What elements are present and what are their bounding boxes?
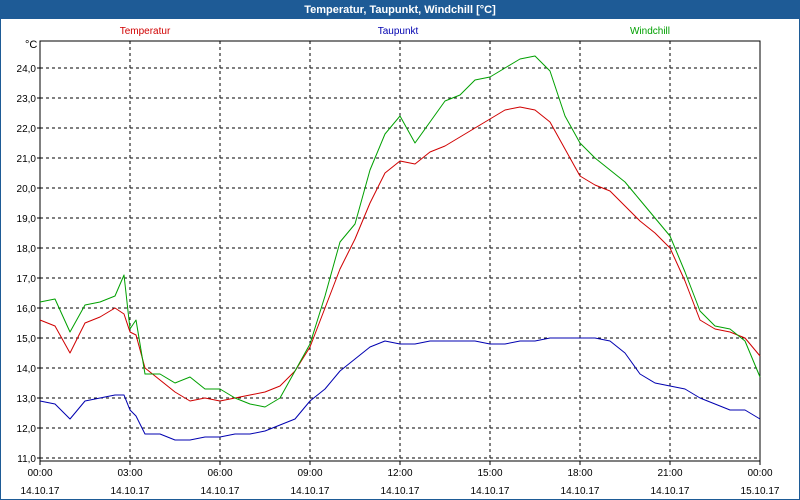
x-tick-time-label: 03:00 [117, 468, 142, 479]
y-tick-label: 13,0 [17, 394, 37, 405]
x-axis-ticks: 00:00 14.10.17 03:00 14.10.17 06:00 14.10.17 0… [21, 461, 780, 497]
y-tick-label: 20,0 [17, 184, 37, 195]
x-tick-time-label: 00:00 [27, 468, 52, 479]
series-line-taupunkt [39, 337, 761, 441]
y-tick-label: 23,0 [17, 94, 37, 105]
x-tick-time-label: 09:00 [297, 468, 322, 479]
y-tick-label: 19,0 [17, 214, 37, 225]
x-tick-date-label: 14.10.17 [381, 486, 420, 497]
series-lines [39, 55, 761, 441]
grid-lines [40, 41, 760, 461]
x-tick-date-label: 14.10.17 [201, 486, 240, 497]
x-tick-time-label: 00:00 [747, 468, 772, 479]
y-tick-label: 24,0 [17, 64, 37, 75]
window-title: Temperatur, Taupunkt, Windchill [°C] [1, 1, 799, 19]
x-tick-time-label: 18:00 [567, 468, 592, 479]
y-tick-label: 18,0 [17, 244, 37, 255]
y-axis-ticks: 11,0 12,0 13,0 14,0 15,0 16,0 17,0 18,0 19,0 20,0… [17, 64, 40, 465]
series-line-windchill [39, 55, 761, 408]
x-tick-date-label: 14.10.17 [291, 486, 330, 497]
legend: Temperatur Taupunkt Windchill [120, 26, 670, 37]
legend-entry-windchill: Windchill [630, 26, 670, 37]
legend-entry-taupunkt: Taupunkt [378, 26, 419, 37]
line-chart: 11,0 12,0 13,0 14,0 15,0 16,0 17,0 18,0 19,0 20,0… [17, 26, 780, 497]
y-tick-label: 16,0 [17, 304, 37, 315]
x-tick-time-label: 06:00 [207, 468, 232, 479]
x-tick-date-label: 14.10.17 [651, 486, 690, 497]
x-tick-date-label: 14.10.17 [111, 486, 150, 497]
y-tick-label: 14,0 [17, 364, 37, 375]
x-tick-time-label: 21:00 [657, 468, 682, 479]
x-tick-date-label: 15.10.17 [741, 486, 780, 497]
y-tick-label: 12,0 [17, 424, 37, 435]
y-tick-label: 21,0 [17, 154, 37, 165]
x-tick-date-label: 14.10.17 [471, 486, 510, 497]
x-tick-date-label: 14.10.17 [21, 486, 60, 497]
series-line-temperatur [39, 106, 761, 402]
y-tick-label: 22,0 [17, 124, 37, 135]
x-tick-time-label: 12:00 [387, 468, 412, 479]
legend-entry-temperatur: Temperatur [120, 26, 171, 37]
x-tick-time-label: 15:00 [477, 468, 502, 479]
y-tick-label: 15,0 [17, 334, 37, 345]
y-axis-unit-label: °C [25, 39, 37, 51]
y-tick-label: 17,0 [17, 274, 37, 285]
y-tick-label: 11,0 [17, 454, 36, 465]
x-tick-date-label: 14.10.17 [561, 486, 600, 497]
